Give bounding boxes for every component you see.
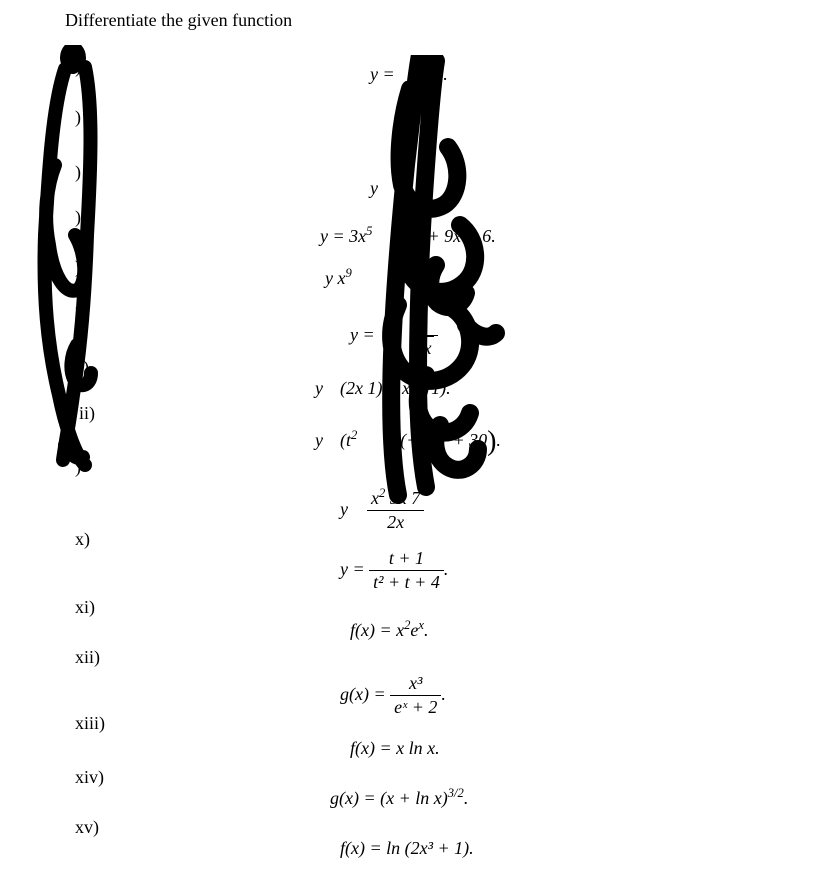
label-x: x) <box>75 530 90 548</box>
eq12-end: . <box>441 684 446 704</box>
eq8-left: y <box>315 430 323 450</box>
label-xii: xii) <box>75 648 100 666</box>
page: Differentiate the given function ) ) ) )… <box>0 0 826 874</box>
eq12-den: eˣ + 2 <box>390 696 441 719</box>
equation-14: g(x) = (x + ln x)3/2. <box>330 788 468 809</box>
page-title: Differentiate the given function <box>65 10 292 31</box>
equation-15: f(x) = ln (2x³ + 1). <box>340 838 474 859</box>
eq14-left: g(x) = (x + ln x) <box>330 788 448 808</box>
scribble-left <box>35 45 115 475</box>
eq12-num: x³ <box>390 673 441 696</box>
eq10-end: . <box>444 559 449 579</box>
equation-11: f(x) = x2ex. <box>350 620 429 641</box>
eq14-end: . <box>464 788 469 808</box>
equation-12: g(x) = x³ eˣ + 2 . <box>340 673 446 719</box>
eq12-left: g(x) = <box>340 684 386 704</box>
label-xiii: xiii) <box>75 714 105 732</box>
eq11-end: . <box>424 620 429 640</box>
equation-10: y = t + 1 t² + t + 4 . <box>340 548 448 594</box>
eq5-left: y <box>325 268 333 288</box>
eq11-left: f(x) = x <box>350 620 404 640</box>
eq10-left: y = <box>340 559 365 579</box>
equation-13: f(x) = x ln x. <box>350 738 440 759</box>
label-xiv: xiv) <box>75 768 104 786</box>
eq10-num: t + 1 <box>369 548 444 571</box>
eq10-den: t² + t + 4 <box>369 571 444 594</box>
scribble-center <box>340 55 540 505</box>
label-xi: xi) <box>75 598 95 616</box>
label-xv: xv) <box>75 818 99 836</box>
eq7-left: y <box>315 378 323 398</box>
eq14-exp: 3/2 <box>448 786 464 800</box>
eq9-den: 2x <box>367 511 424 534</box>
